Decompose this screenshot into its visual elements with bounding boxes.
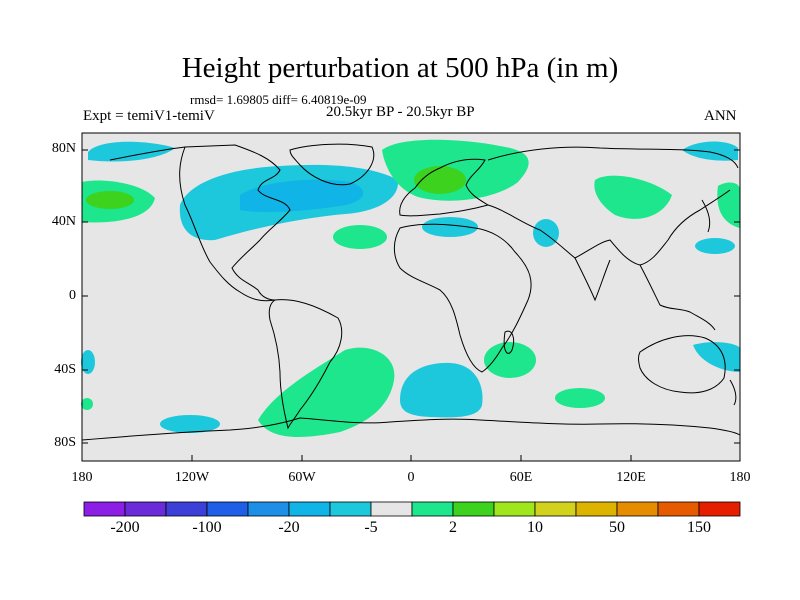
coast-north-america: [109, 144, 291, 302]
anomaly-tasman: [693, 342, 740, 372]
coast-greenland: [289, 143, 375, 186]
season-label: ANN: [704, 108, 737, 124]
colorbar-swatch: [657, 501, 700, 517]
lat-label-80n: 80N: [51, 141, 76, 156]
colorbar-swatch: [329, 501, 372, 517]
colorbar-swatch: [411, 501, 454, 517]
colorbar-swatch: [165, 501, 208, 517]
anomaly-north-pacific-east: [717, 182, 740, 228]
anomaly-south-pacific-east: [81, 398, 93, 410]
colorbar-swatch: [370, 501, 413, 517]
lat-label-40s: 40S: [54, 362, 76, 377]
period-label: 20.5kyr BP - 20.5kyr BP: [326, 104, 475, 120]
map-title: Height perturbation at 500 hPa (in m): [181, 52, 619, 84]
lon-label-180e: 180: [729, 470, 751, 485]
colorbar-swatch: [452, 501, 495, 517]
coast-japan: [701, 199, 711, 233]
coast-australia: [638, 335, 726, 394]
lon-label-120e: 120E: [616, 470, 646, 485]
colorbar-swatch: [575, 501, 618, 517]
experiment-label: Expt = temiV1-temiV: [83, 108, 215, 124]
stats-text: rmsd= 1.69805 diff= 6.40819e-09: [190, 92, 367, 107]
colorbar-swatch: [83, 501, 126, 517]
coast-antarctica: [81, 417, 741, 441]
colorbar-label: 2: [449, 519, 457, 536]
anomaly-mid-atlantic: [333, 225, 387, 249]
colorbar-swatch: [534, 501, 577, 517]
colorbar-swatch: [247, 501, 290, 517]
lon-label-180w: 180: [71, 470, 93, 485]
anomaly-siberia: [594, 175, 672, 219]
colorbar-swatch: [206, 501, 249, 517]
colorbar-swatch: [616, 501, 659, 517]
anomaly-scandinavia-core: [414, 166, 466, 194]
lat-label-40n: 40N: [51, 214, 76, 229]
anomaly-north-atlantic-core: [240, 179, 364, 213]
anomaly-arctic-west: [88, 141, 175, 162]
colorbar-label: -5: [364, 519, 378, 536]
anomaly-southern-ocean: [160, 415, 220, 433]
colorbar-label: -20: [278, 519, 300, 536]
coast-africa: [393, 223, 532, 373]
anomaly-south-america: [258, 347, 395, 437]
anomaly-south-indian: [555, 388, 605, 408]
colorbar-label: 10: [527, 519, 543, 536]
colorbar-label: 150: [687, 519, 711, 536]
coast-europe: [399, 158, 490, 217]
colorbar-swatch: [288, 501, 331, 517]
colorbar-label: 50: [609, 519, 625, 536]
coast-madagascar: [503, 330, 515, 354]
colorbar-swatch: [493, 501, 536, 517]
lon-label-0: 0: [407, 470, 415, 485]
lon-label-60w: 60W: [288, 470, 316, 485]
anomaly-mediterranean: [422, 217, 478, 237]
colorbar-label: -100: [192, 519, 222, 536]
coast-se-asia: [639, 264, 716, 331]
coast-india: [574, 257, 611, 302]
lon-label-120w: 120W: [174, 470, 210, 485]
positive-anomalies: [81, 139, 740, 437]
colorbar-swatch: [698, 501, 741, 517]
negative-anomalies: [81, 141, 740, 433]
lat-label-0: 0: [69, 288, 76, 303]
anomaly-arabia: [533, 219, 559, 247]
anomaly-north-pacific: [695, 238, 735, 254]
tick-marks: [82, 149, 740, 461]
anomaly-indian-ocean: [484, 342, 536, 378]
colorbar-swatch: [124, 501, 167, 517]
coast-asia: [487, 146, 739, 266]
colorbar: [83, 501, 741, 517]
lat-label-80s: 80S: [54, 435, 76, 450]
coast-new-zealand: [729, 379, 737, 406]
colorbar-label: -200: [110, 519, 140, 536]
anomaly-south-pacific-west: [81, 350, 95, 374]
anomaly-south-atlantic: [400, 362, 483, 418]
lon-label-60e: 60E: [509, 470, 533, 485]
coastlines: [81, 143, 741, 441]
anomaly-north-pacific-west-core: [86, 191, 134, 209]
